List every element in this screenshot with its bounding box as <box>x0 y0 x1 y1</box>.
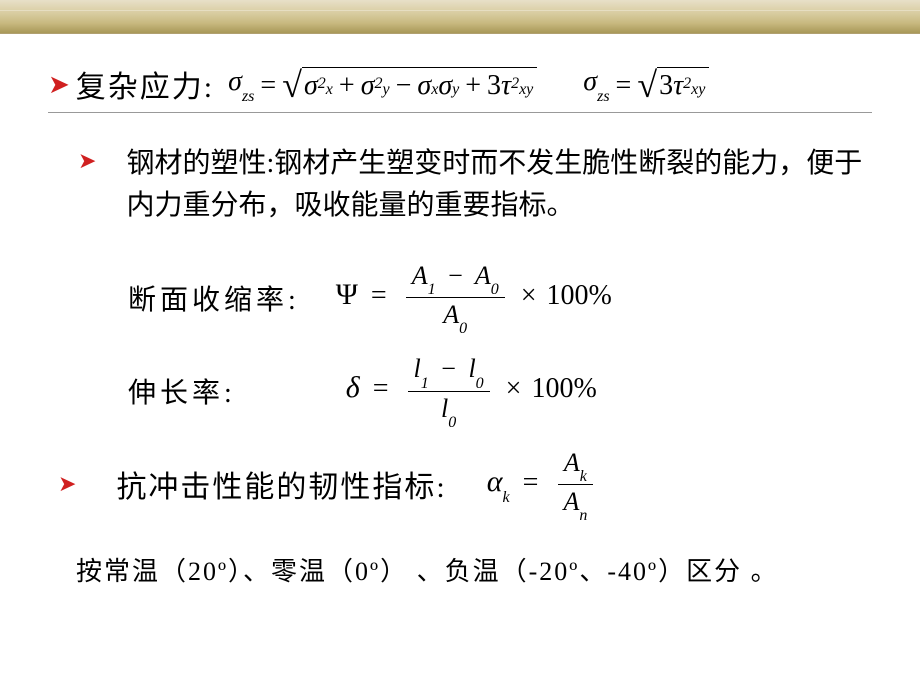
top-gradient-bar <box>0 0 920 34</box>
elongation-row: 伸长率: δ = l1 − l0 l0 × 100% <box>128 354 872 427</box>
formula-sigma-zs-full: σzs = √ σ2x + σ2y − σx σy + 3 τ2xy <box>228 66 537 102</box>
impact-formula: αk = Ak An <box>487 448 600 521</box>
bullet-icon: ➤ <box>48 69 70 100</box>
slide-content: ➤ 复杂应力: σzs = √ σ2x + σ2y − σx σy + 3 <box>0 0 920 588</box>
divider-line <box>48 112 872 113</box>
impact-label: 抗冲击性能的韧性指标: <box>116 462 446 506</box>
area-reduction-row: 断面收缩率: Ψ = A1 − A0 A0 × 100% <box>128 261 872 334</box>
bullet-icon: ➤ <box>78 143 96 179</box>
area-reduction-label: 断面收缩率: <box>128 278 300 318</box>
bullet-icon: ➤ <box>58 471 76 497</box>
complex-stress-label: 复杂应力: <box>76 62 214 106</box>
plasticity-text: 钢材的塑性:钢材产生塑变时而不发生脆性断裂的能力，便于内力重分布，吸收能量的重要… <box>126 143 872 227</box>
plasticity-row: ➤ 钢材的塑性:钢材产生塑变时而不发生脆性断裂的能力，便于内力重分布，吸收能量的… <box>78 143 872 227</box>
complex-stress-row: ➤ 复杂应力: σzs = √ σ2x + σ2y − σx σy + 3 <box>48 62 872 106</box>
temperature-footnote: 按常温（20º）、零温（0º） 、负温（-20º、-40º）区分 。 <box>76 551 872 588</box>
area-reduction-formula: Ψ = A1 − A0 A0 × 100% <box>336 261 612 334</box>
formula-sigma-zs-shear: σzs = √ 3 τ2xy <box>583 66 709 102</box>
elongation-label: 伸长率: <box>128 371 236 411</box>
elongation-formula: δ = l1 − l0 l0 × 100% <box>346 354 597 427</box>
impact-row: ➤ 抗冲击性能的韧性指标: αk = Ak An <box>58 448 872 521</box>
